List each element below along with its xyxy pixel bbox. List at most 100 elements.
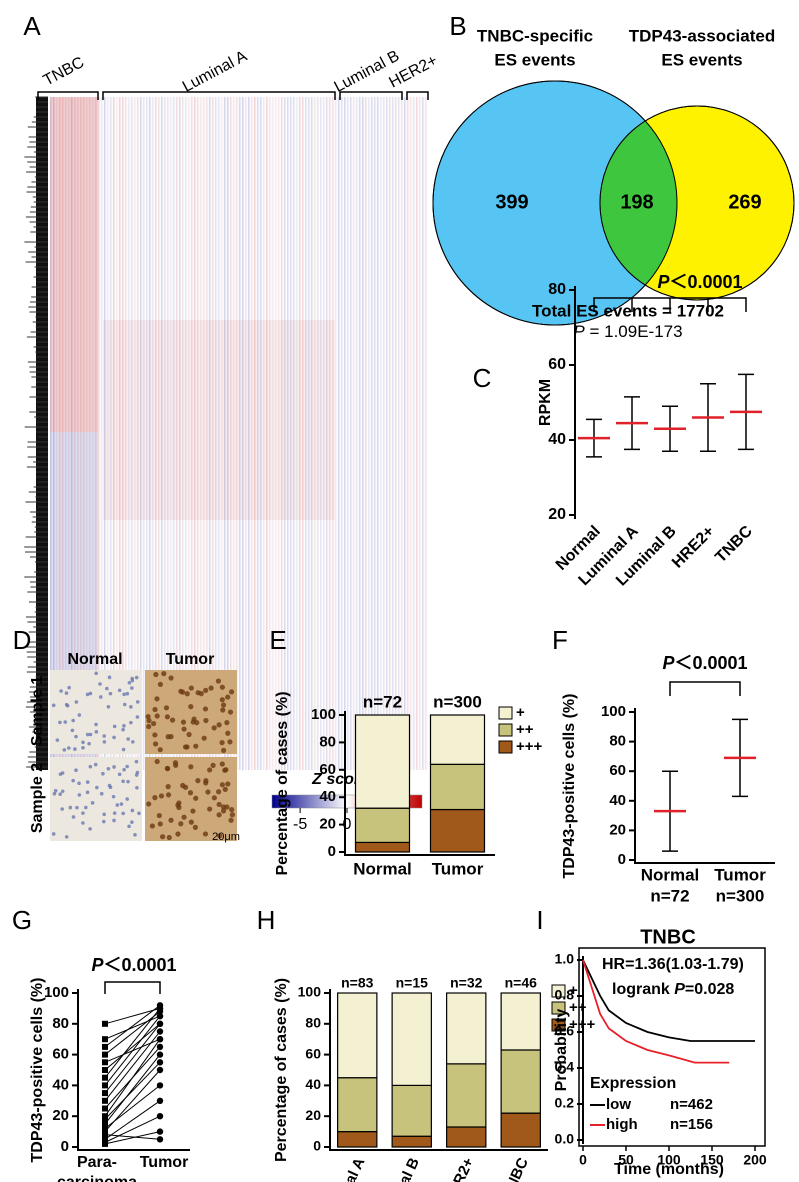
nucleus xyxy=(58,792,62,796)
nucleus xyxy=(102,734,107,738)
y-axis-label: Percentage of cases (%) xyxy=(273,978,290,1162)
nucleus xyxy=(71,718,75,723)
point xyxy=(156,1097,164,1105)
heatmap-stripe xyxy=(245,97,247,770)
nucleus xyxy=(160,834,166,840)
y-tick-label: 40 xyxy=(548,431,566,448)
y-tick-label: 60 xyxy=(52,1046,69,1063)
venn-count: 269 xyxy=(728,191,761,213)
bar-segment xyxy=(500,992,541,1051)
y-tick-label: 40 xyxy=(319,788,336,805)
nucleus xyxy=(55,738,60,742)
point xyxy=(102,1090,108,1097)
nucleus xyxy=(178,821,184,827)
heatmap-stripe xyxy=(260,97,262,770)
pair-line xyxy=(104,1061,161,1120)
nucleus xyxy=(98,682,102,686)
panel-letter: G xyxy=(12,905,32,935)
nucleus xyxy=(112,811,117,815)
nucleus xyxy=(227,739,233,745)
p-value-part: P xyxy=(91,955,104,975)
y-tick-label: 20 xyxy=(548,506,566,523)
nucleus xyxy=(220,707,226,713)
heatmap-stripe xyxy=(323,97,325,770)
nucleus xyxy=(137,811,141,816)
nucleus xyxy=(222,786,228,792)
heatmap-stripe xyxy=(242,97,244,770)
nucleus xyxy=(77,793,82,797)
nucleus xyxy=(208,685,214,691)
dendrogram xyxy=(36,97,48,770)
nucleus xyxy=(220,702,227,708)
nucleus xyxy=(81,811,85,815)
nucleus xyxy=(220,808,227,814)
y-tick-label: 60 xyxy=(609,762,626,779)
heatmap-stripe xyxy=(266,97,268,770)
point xyxy=(102,1105,108,1112)
heatmap-stripe xyxy=(152,97,154,770)
heatmap-stripe xyxy=(209,97,211,770)
nucleus xyxy=(102,740,107,744)
y-tick-label: 40 xyxy=(52,1076,69,1093)
x-tick-label: carcinoma xyxy=(57,1174,137,1182)
nucleus xyxy=(215,678,222,684)
point xyxy=(102,1043,108,1050)
point xyxy=(156,1113,164,1120)
nucleus xyxy=(85,780,90,784)
heatmap-stripe xyxy=(80,97,82,770)
nucleus xyxy=(146,801,152,807)
heatmap-stripe xyxy=(365,97,367,770)
legend-label: high xyxy=(606,1116,638,1133)
heatmap-stripe xyxy=(161,97,163,770)
pair-line xyxy=(104,1085,161,1129)
nucleus xyxy=(211,795,217,801)
nucleus xyxy=(58,772,63,776)
x-tick-label: Tumor xyxy=(432,859,484,878)
panel-letter: B xyxy=(449,11,466,41)
nucleus xyxy=(221,747,227,753)
point xyxy=(102,1059,108,1066)
n-label: n=15 xyxy=(396,975,429,991)
nucleus xyxy=(188,685,194,691)
y-tick-label: 0 xyxy=(618,851,626,868)
bar-segment xyxy=(429,763,486,811)
venn-note: Total ES events = 17702 xyxy=(532,301,724,320)
heatmap-block xyxy=(50,97,98,432)
heatmap-stripe xyxy=(53,97,55,770)
nucleus xyxy=(152,732,158,738)
heatmap-stripe xyxy=(65,97,67,770)
nucleus xyxy=(175,831,181,837)
heatmap-stripe xyxy=(101,97,103,770)
heatmap-stripe xyxy=(263,97,265,770)
heatmap-stripe xyxy=(77,97,79,770)
nucleus xyxy=(95,785,99,790)
nucleus xyxy=(184,691,190,697)
nucleus xyxy=(94,730,99,734)
nucleus xyxy=(131,740,135,744)
point xyxy=(102,1067,108,1073)
pair-line xyxy=(104,1054,161,1125)
heatmap-stripe xyxy=(158,97,160,770)
nucleus xyxy=(135,785,139,790)
heatmap-stripe xyxy=(320,97,322,770)
group-label: TNBC xyxy=(41,54,87,89)
heatmap-stripe xyxy=(143,97,145,770)
nucleus xyxy=(225,730,231,736)
venn-overlap xyxy=(600,106,677,300)
nucleus xyxy=(74,700,79,704)
y-tick-label: 0 xyxy=(328,843,336,860)
nucleus xyxy=(73,747,77,751)
nucleus xyxy=(165,792,172,798)
y-tick-label: 60 xyxy=(548,356,566,373)
venn-p-note: P = 1.09E-173 xyxy=(573,322,682,341)
y-tick-label: 20 xyxy=(52,1107,69,1124)
nucleus xyxy=(203,717,209,724)
x-tick-label: Tumor xyxy=(140,1154,189,1171)
heatmap-stripe xyxy=(188,97,190,770)
panel-letter: H xyxy=(257,905,276,935)
nucleus xyxy=(202,831,209,837)
heatmap-stripe xyxy=(119,97,121,770)
heatmap-stripe xyxy=(422,97,424,770)
nucleus xyxy=(125,764,129,769)
nucleus xyxy=(94,722,98,727)
